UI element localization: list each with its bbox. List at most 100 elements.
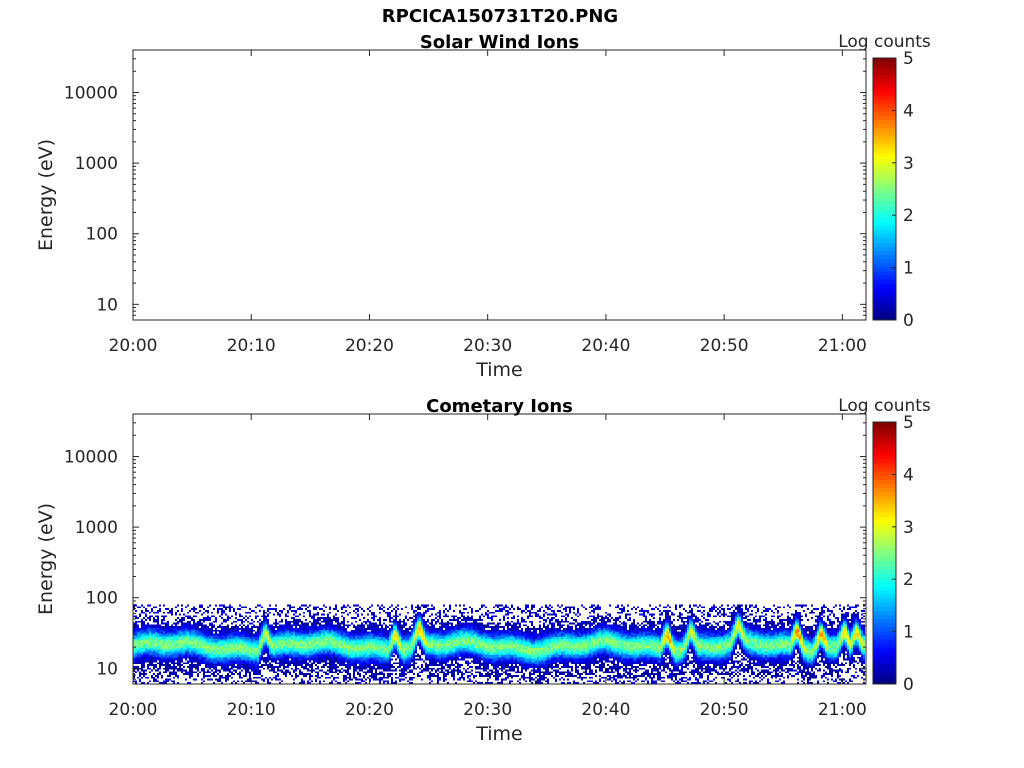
spectrogram-cell [439, 640, 441, 643]
spectrogram-cell [229, 662, 231, 665]
spectrogram-cell [253, 653, 255, 656]
spectrogram-cell [271, 651, 273, 654]
spectrogram-cell [159, 640, 161, 643]
spectrogram-cell [403, 631, 405, 634]
spectrogram-cell [285, 673, 287, 675]
spectrogram-cell [143, 637, 145, 639]
spectrogram-cell [147, 609, 149, 612]
spectrogram-cell [229, 635, 231, 638]
spectrogram-cell [269, 608, 271, 610]
spectrogram-cell [183, 646, 185, 648]
spectrogram-cell [155, 619, 157, 621]
spectrogram-cell [351, 678, 353, 681]
spectrogram-cell [431, 653, 433, 656]
spectrogram-cell [219, 678, 221, 681]
spectrogram-cell [317, 622, 319, 625]
spectrogram-cell [425, 604, 427, 607]
spectrogram-cell [187, 637, 189, 639]
spectrogram-cell [397, 647, 399, 650]
spectrogram-cell [373, 646, 375, 648]
spectrogram-cell [315, 664, 317, 666]
spectrogram-cell [371, 660, 373, 663]
spectrogram-cell [289, 655, 291, 657]
spectrogram-cell [383, 619, 385, 621]
spectrogram-cell [275, 653, 277, 656]
spectrogram-cell [363, 680, 365, 683]
spectrogram-cell [401, 637, 403, 639]
colorbar-segment [873, 213, 896, 219]
spectrogram-cell [383, 656, 385, 659]
spectrogram-cell [429, 633, 431, 636]
spectrogram-cell [167, 628, 169, 630]
spectrogram-cell [255, 635, 257, 638]
spectrogram-cell [205, 629, 207, 632]
spectrogram-cell [265, 611, 267, 614]
spectrogram-cell [415, 649, 417, 652]
spectrogram-cell [221, 674, 223, 677]
spectrogram-cell [317, 631, 319, 634]
spectrogram-cell [399, 638, 401, 641]
spectrogram-cell [321, 638, 323, 641]
spectrogram-cell [371, 637, 373, 639]
spectrogram-cell [351, 633, 353, 636]
spectrogram-cell [183, 626, 185, 629]
spectrogram-cell [327, 653, 329, 656]
spectrogram-cell [237, 640, 239, 643]
spectrogram-cell [201, 642, 203, 645]
spectrogram-cell [333, 617, 335, 620]
spectrogram-cell [429, 662, 431, 665]
spectrogram-cell [439, 660, 441, 663]
spectrogram-cell [239, 649, 241, 652]
spectrogram-cell [265, 644, 267, 647]
spectrogram-cell [211, 655, 213, 657]
spectrogram-cell [203, 628, 205, 630]
spectrogram-cell [343, 651, 345, 654]
spectrogram-cell [249, 649, 251, 652]
spectrogram-cell [197, 622, 199, 625]
spectrogram-cell [183, 669, 185, 672]
spectrogram-cell [155, 624, 157, 627]
spectrogram-cell [245, 642, 247, 645]
spectrogram-cell [265, 658, 267, 661]
spectrogram-cell [217, 637, 219, 639]
spectrogram-cell [169, 640, 171, 643]
spectrogram-cell [261, 642, 263, 645]
spectrogram-cell [211, 656, 213, 659]
spectrogram-cell [155, 638, 157, 641]
spectrogram-cell [365, 667, 367, 670]
spectrogram-cell [133, 653, 135, 656]
spectrogram-cell [305, 640, 307, 643]
spectrogram-cell [177, 674, 179, 677]
spectrogram-cell [279, 662, 281, 665]
spectrogram-cell [367, 613, 369, 616]
spectrogram-cell [393, 626, 395, 629]
spectrogram-cell [309, 658, 311, 661]
spectrogram-cell [227, 631, 229, 634]
spectrogram-cell [245, 637, 247, 639]
spectrogram-cell [353, 638, 355, 641]
spectrogram-cell [379, 646, 381, 648]
spectrogram-cell [397, 655, 399, 657]
spectrogram-cell [265, 629, 267, 632]
spectrogram-cell [205, 656, 207, 659]
spectrogram-cell [373, 629, 375, 632]
spectrogram-cell [435, 671, 437, 674]
spectrogram-cell [415, 622, 417, 625]
spectrogram-cell [395, 642, 397, 645]
spectrogram-cell [271, 664, 273, 666]
spectrogram-cell [263, 642, 265, 645]
spectrogram-cell [317, 626, 319, 629]
spectrogram-cell [403, 646, 405, 648]
colorbar-segment [873, 246, 896, 252]
spectrogram-cell [369, 671, 371, 674]
spectrogram-cell [305, 608, 307, 610]
spectrogram-cell [199, 662, 201, 665]
spectrogram-cell [199, 655, 201, 657]
spectrogram-cell [375, 631, 377, 634]
spectrogram-cell [393, 631, 395, 634]
spectrogram-cell [325, 635, 327, 638]
spectrogram-cell [143, 642, 145, 645]
spectrogram-cell [231, 644, 233, 647]
spectrogram-cell [295, 647, 297, 650]
spectrogram-cell [171, 624, 173, 627]
